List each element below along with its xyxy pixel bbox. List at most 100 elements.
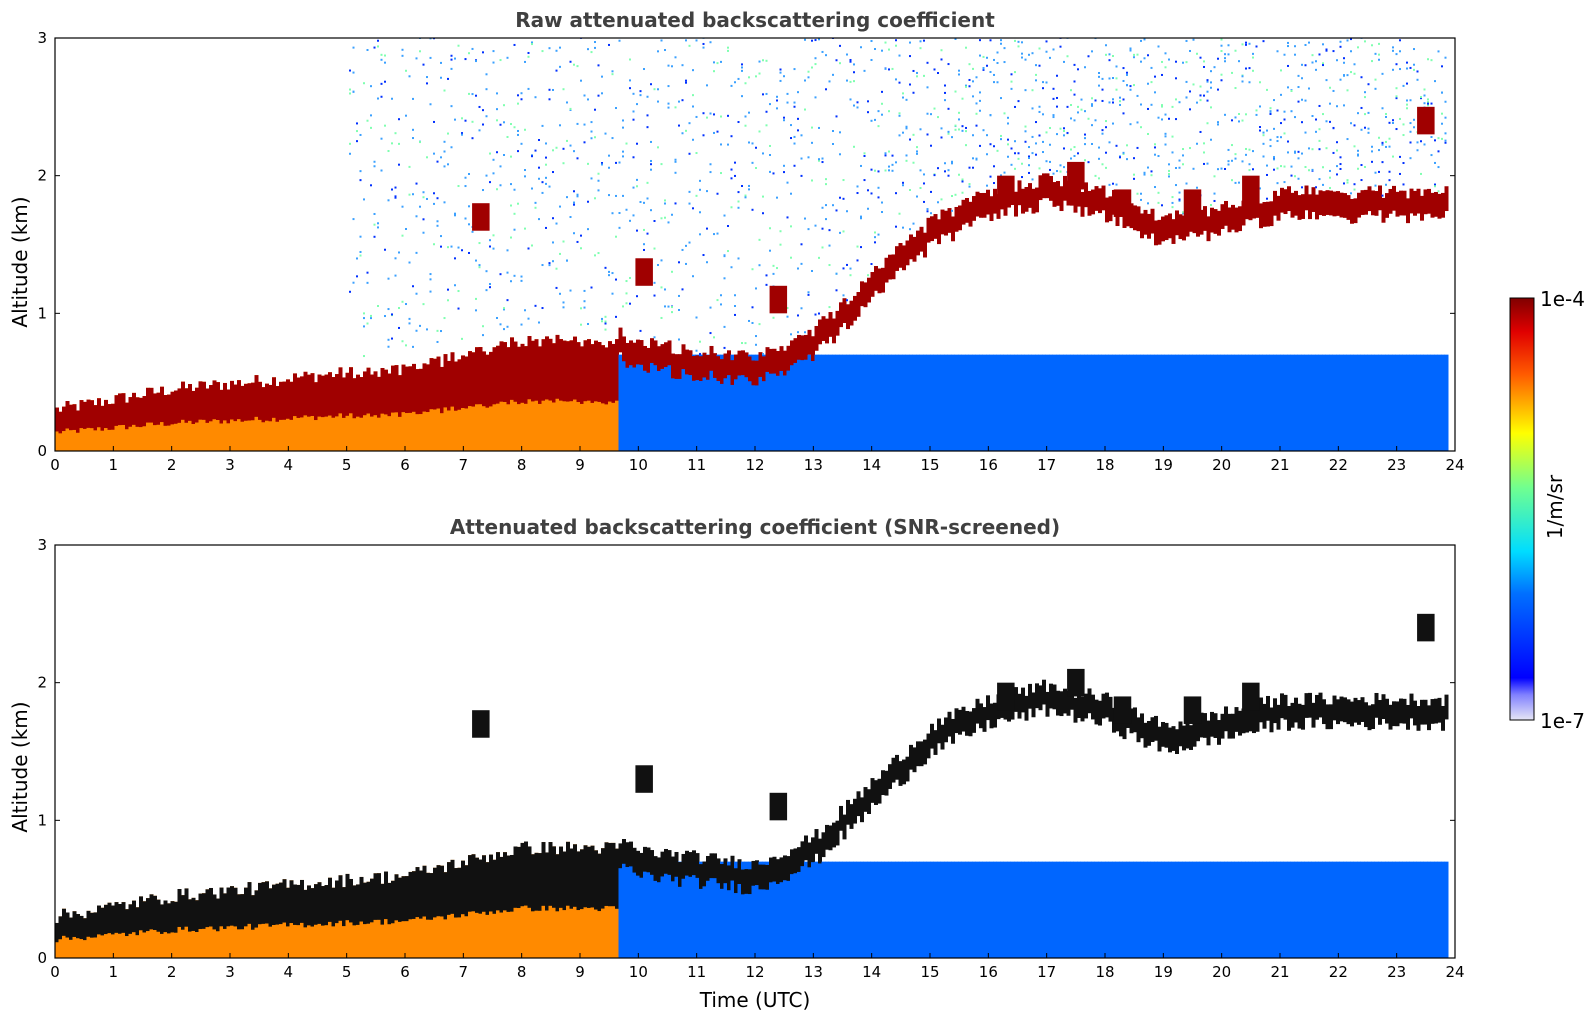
heatmap-cell [713, 131, 715, 134]
heatmap-cell [520, 275, 523, 278]
heatmap-cell [1220, 50, 1223, 53]
heatmap-cell [576, 65, 579, 68]
heatmap-cell [1392, 185, 1396, 211]
heatmap-cell [881, 102, 883, 105]
heatmap-cell [1021, 176, 1023, 179]
heatmap-cell [986, 189, 990, 215]
heatmap-cell [1136, 717, 1141, 743]
heatmap-cell [692, 138, 694, 141]
heatmap-cell [1262, 131, 1265, 134]
heatmap-cell [758, 864, 763, 890]
heatmap-cell [632, 214, 635, 217]
heatmap-cell [338, 367, 343, 414]
heatmap-cell [1360, 128, 1363, 131]
heatmap-cell [723, 254, 726, 257]
heatmap-cell [800, 354, 805, 451]
heatmap-cell [615, 278, 617, 281]
heatmap-cell [363, 82, 365, 85]
heatmap-cell [657, 146, 659, 149]
heatmap-cell [919, 354, 924, 451]
heatmap-cell [1245, 113, 1247, 116]
heatmap-cell [181, 381, 185, 420]
heatmap-cell [1182, 61, 1184, 64]
heatmap-cell [1329, 120, 1331, 123]
heatmap-cell [1192, 861, 1197, 958]
heatmap-cell [723, 277, 726, 280]
heatmap-cell [1210, 106, 1212, 109]
heatmap-cell [1427, 102, 1429, 105]
heatmap-cell [671, 213, 673, 216]
heatmap-cell [1420, 96, 1422, 99]
heatmap-cell [1028, 354, 1032, 451]
heatmap-cell [1360, 354, 1365, 451]
heatmap-cell [920, 31, 922, 33]
heatmap-cell [149, 387, 154, 423]
heatmap-cell [90, 912, 94, 938]
heatmap-cell [230, 886, 234, 926]
x-tick-label: 24 [1445, 456, 1464, 474]
heatmap-cell [1409, 130, 1412, 133]
heatmap-cell [1241, 708, 1246, 734]
heatmap-cell [979, 99, 981, 102]
heatmap-cell [713, 336, 715, 339]
heatmap-cell [1416, 70, 1419, 73]
heatmap-cell [300, 376, 304, 418]
heatmap-cell [1077, 111, 1079, 114]
heatmap-cell [1304, 43, 1307, 46]
heatmap-cell [926, 86, 929, 89]
heatmap-cell [1388, 861, 1393, 958]
heatmap-cell [657, 346, 661, 371]
heatmap-cell [454, 57, 456, 60]
heatmap-cell [468, 172, 470, 175]
heatmap-cell [524, 128, 526, 131]
heatmap-cell [902, 184, 904, 187]
heatmap-cell [244, 887, 248, 927]
heatmap-cell [1206, 99, 1209, 102]
heatmap-cell [902, 181, 904, 184]
heatmap-cell [415, 329, 418, 332]
heatmap-cell [1122, 861, 1127, 958]
heatmap-cell [503, 308, 505, 311]
heatmap-cell [541, 842, 546, 906]
heatmap-cell [55, 407, 59, 432]
heatmap-cell [433, 243, 435, 246]
heatmap-cell [632, 342, 637, 368]
heatmap-cell [601, 320, 603, 323]
heatmap-cell [989, 175, 992, 178]
heatmap-cell [1140, 861, 1144, 958]
heatmap-cell [433, 120, 435, 123]
heatmap-cell [520, 343, 525, 403]
heatmap-cell [401, 876, 406, 922]
heatmap-cell [1147, 107, 1149, 110]
heatmap-cell [1437, 166, 1440, 169]
x-tick-label: 9 [575, 963, 585, 981]
heatmap-cell [573, 190, 575, 193]
heatmap-cell [1185, 39, 1188, 42]
heatmap-cell [804, 79, 806, 82]
heatmap-cell [489, 286, 491, 289]
heatmap-cell [426, 328, 428, 331]
heatmap-cell [919, 187, 922, 190]
heatmap-cell [1143, 171, 1146, 174]
heatmap-cell [636, 861, 640, 958]
heatmap-cell [905, 240, 910, 266]
heatmap-cell [1210, 70, 1212, 73]
heatmap-cell [1297, 861, 1302, 958]
heatmap-cell [828, 80, 831, 83]
heatmap-cell [1339, 861, 1344, 958]
heatmap-cell [527, 55, 530, 58]
heatmap-cell [639, 201, 642, 204]
heatmap-cell [716, 299, 719, 302]
heatmap-cell [832, 130, 834, 133]
heatmap-cell [870, 272, 875, 297]
heatmap-cell [1101, 185, 1106, 211]
heatmap-cell [779, 230, 782, 233]
heatmap-cell [629, 302, 631, 305]
heatmap-cell [1154, 186, 1156, 189]
heatmap-cell [247, 882, 252, 924]
heatmap-cell [496, 188, 498, 191]
heatmap-cell [776, 350, 780, 376]
heatmap-cell [1294, 116, 1296, 119]
heatmap-cell [902, 131, 904, 134]
heatmap-cell [1252, 69, 1254, 72]
